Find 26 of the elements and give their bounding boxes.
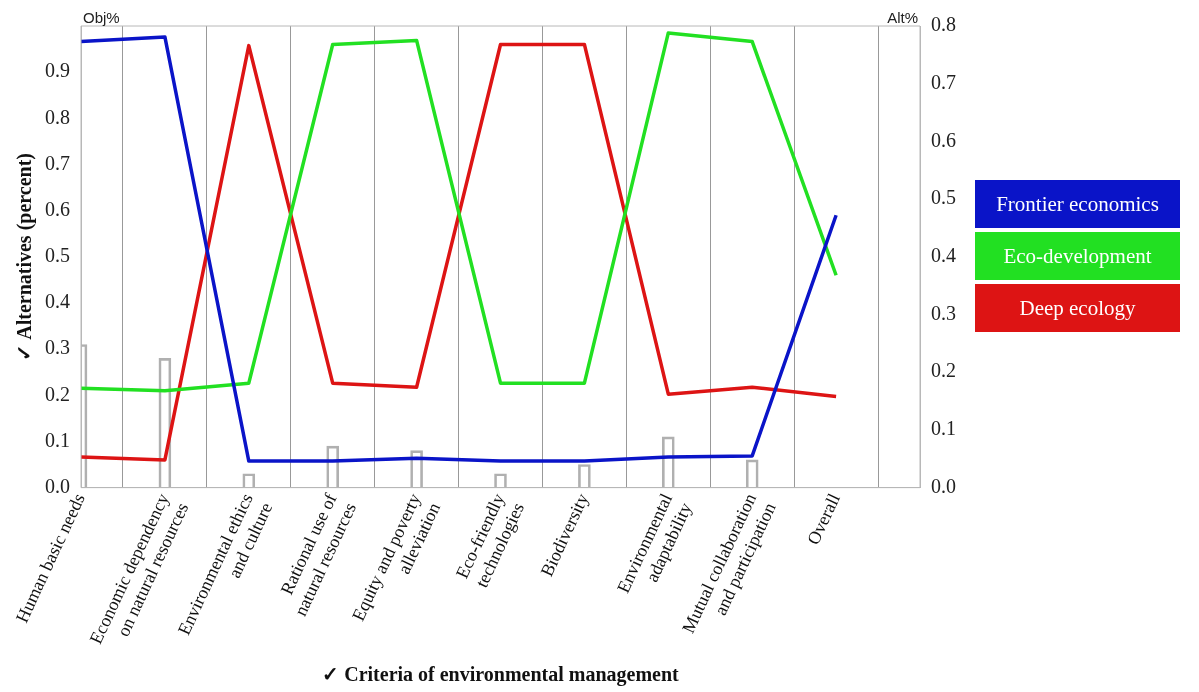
y-tick-label: 0.3	[45, 336, 70, 359]
y2-tick-label: 0.6	[931, 128, 956, 151]
y2-tick-label: 0.3	[931, 301, 956, 324]
y2-axis-title: Alt%	[887, 8, 918, 26]
y-tick-label: 0.5	[45, 244, 70, 267]
y2-tick-label: 0.5	[931, 186, 956, 209]
y2-tick-label: 0.8	[931, 13, 956, 36]
y-tick-label: 0.1	[45, 428, 70, 451]
text: Obj%	[83, 8, 120, 26]
y2-tick-label: 0.7	[931, 70, 956, 93]
y-tick-label: 0.8	[45, 105, 70, 128]
y-tick-label: 0.4	[45, 290, 70, 313]
y-tick-label: 0.2	[45, 382, 70, 405]
y-tick-label: 0.7	[45, 151, 70, 174]
y-tick-label: 0.9	[45, 59, 70, 82]
y-axis-title: ✓ Alternatives (percent)	[13, 152, 37, 361]
y2-tick-label: 0.4	[931, 244, 956, 267]
y2-tick-label: 0.1	[931, 417, 956, 440]
text: Frontier economics	[975, 180, 1180, 228]
text: Deep ecology	[975, 284, 1180, 332]
y-tick-label: 0.6	[45, 197, 70, 220]
y2-tick-label: 0.2	[931, 359, 956, 382]
text: Eco-development	[975, 232, 1180, 280]
y2-tick-label: 0.0	[931, 474, 956, 497]
y-tick-label: 0.0	[45, 474, 70, 497]
x-axis-title: ✓ Criteria of environmental management	[322, 663, 680, 687]
